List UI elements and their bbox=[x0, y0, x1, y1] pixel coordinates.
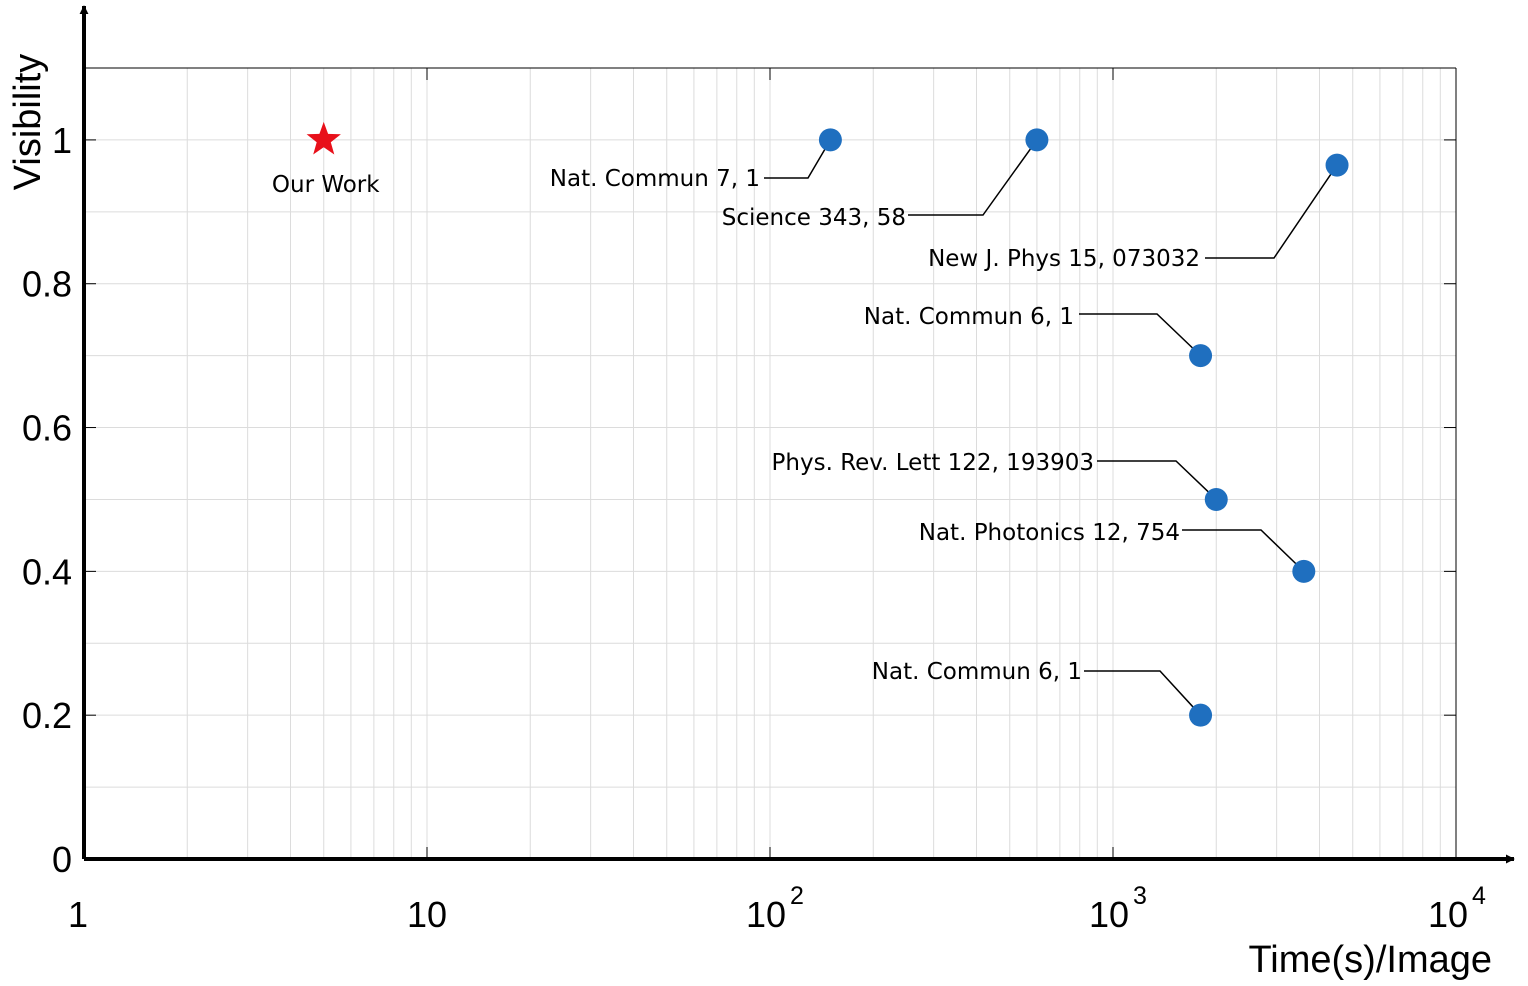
leader-line bbox=[1205, 164, 1338, 259]
annotation-leaders bbox=[764, 139, 1338, 716]
data-point bbox=[818, 128, 842, 152]
leader-line bbox=[764, 139, 832, 179]
y-tick-label: 0.8 bbox=[22, 264, 72, 305]
data-point bbox=[1189, 703, 1213, 727]
leader-line bbox=[1084, 670, 1202, 716]
tick-labels: 00.20.40.60.811 10 10 2 10 3 10 4 bbox=[22, 120, 1486, 935]
x-tick-exponent: 2 bbox=[790, 882, 804, 910]
point-label: Science 343, 58 bbox=[722, 205, 906, 231]
x-tick-exponent: 3 bbox=[1133, 882, 1147, 910]
point-label: Nat. Commun 6, 1 bbox=[872, 659, 1082, 685]
our-work-star-marker bbox=[306, 121, 341, 155]
x-tick-label: 1 bbox=[68, 894, 88, 935]
point-label: Nat. Photonics 12, 754 bbox=[919, 520, 1180, 546]
point-label: New J. Phys 15, 073032 bbox=[928, 246, 1200, 272]
grid bbox=[84, 68, 1456, 859]
x-tick-label: 10 bbox=[407, 894, 447, 935]
data-point bbox=[1025, 128, 1049, 152]
x-axis-title: Time(s)/Image bbox=[1248, 939, 1492, 981]
point-label: Phys. Rev. Lett 122, 193903 bbox=[772, 450, 1094, 476]
x-tick-exponent: 4 bbox=[1472, 882, 1486, 910]
annotation-labels: Our Work Nat. Commun 7, 1 Science 343, 58 N… bbox=[272, 166, 1200, 685]
y-tick-label: 0.4 bbox=[22, 551, 72, 592]
y-axis-title: Visibility bbox=[7, 54, 49, 191]
point-label: Nat. Commun 7, 1 bbox=[550, 166, 760, 192]
x-tick-label: 10 bbox=[746, 894, 786, 935]
y-tick-label: 1 bbox=[52, 120, 72, 161]
y-tick-label: 0.2 bbox=[22, 695, 72, 736]
y-tick-label: 0 bbox=[52, 839, 72, 880]
our-work-label: Our Work bbox=[272, 172, 380, 198]
axes bbox=[79, 5, 1515, 864]
data-point bbox=[1325, 153, 1349, 177]
leader-line bbox=[1079, 313, 1202, 357]
leader-line bbox=[1182, 529, 1305, 572]
data-point bbox=[1292, 559, 1316, 583]
y-tick-label: 0.6 bbox=[22, 408, 72, 449]
data-point bbox=[1204, 487, 1228, 511]
leader-line bbox=[1097, 460, 1217, 500]
data-point bbox=[1189, 344, 1213, 368]
point-label: Nat. Commun 6, 1 bbox=[864, 304, 1074, 330]
x-tick-label: 10 bbox=[1089, 894, 1129, 935]
x-tick-label: 10 bbox=[1428, 894, 1468, 935]
data-points bbox=[306, 121, 1349, 727]
leader-line bbox=[908, 139, 1038, 216]
